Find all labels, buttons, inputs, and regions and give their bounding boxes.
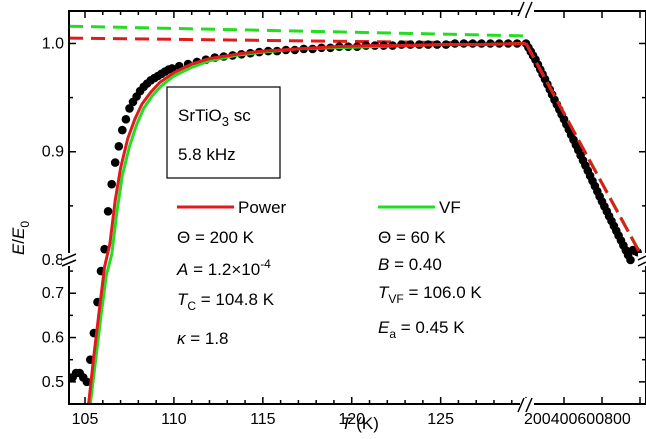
ticks — [69, 11, 646, 404]
x-axis-label: T (K) — [341, 414, 379, 433]
y-tick-label: 0.7 — [42, 285, 64, 302]
vf-fit-line — [88, 42, 527, 404]
vf-B: B = 0.40 — [378, 255, 442, 274]
data-point — [82, 377, 92, 387]
x-tick-label-high: 200400600800 — [524, 411, 631, 428]
data-point — [114, 142, 124, 151]
y-tick-label: 0.8 — [42, 252, 64, 269]
legend-power: Power — [177, 198, 287, 217]
data-point — [107, 179, 116, 189]
y-tick-label: 1.0 — [42, 35, 64, 52]
plot-layer — [69, 24, 642, 404]
vf-Tvf: TVF = 106.0 K — [378, 283, 482, 306]
power-asymptote-line — [69, 36, 527, 45]
y-tick-label: 0.6 — [42, 330, 64, 347]
x-axis-break-bottom — [517, 397, 534, 413]
inset-material: SrTiO3 sc — [178, 106, 251, 129]
tick-labels: 105 110 115 120 125 200400600800 1.0 0.9 0.8 0.7 0… — [42, 35, 631, 428]
data-point — [118, 125, 127, 135]
x-tick-label: 110 — [161, 411, 187, 428]
vf-asymptote-line — [69, 24, 527, 38]
data-point — [167, 64, 177, 73]
data-point — [121, 115, 131, 124]
x-tick-label: 115 — [250, 411, 276, 428]
inset-frequency: 5.8 kHz — [178, 145, 236, 164]
power-kappa: κ = 1.8 — [177, 329, 229, 348]
plot-frame — [68, 10, 646, 405]
vf-Ea: Ea = 0.45 K — [378, 318, 465, 341]
x-axis-break-top — [517, 1, 534, 17]
data-point — [103, 207, 113, 216]
y-axis-label: E/E0 — [9, 221, 32, 255]
y-axis-break-right — [637, 253, 646, 267]
svg-text:T (K): T (K) — [341, 414, 379, 433]
power-fit-line — [87, 42, 527, 404]
data-point — [125, 104, 134, 113]
inset-box — [166, 86, 281, 179]
legend-vf-label: VF — [439, 198, 461, 217]
y-tick-label: 0.5 — [42, 374, 64, 391]
x-tick-label: 125 — [427, 411, 454, 428]
vf-theta: Θ = 60 K — [378, 228, 446, 247]
power-A: A = 1.2×10-4 — [176, 257, 271, 279]
legend-vf: VF — [378, 198, 461, 217]
x-tick-label: 120 — [338, 411, 365, 428]
data-point — [110, 158, 120, 167]
y-tick-label: 0.9 — [42, 144, 64, 161]
power-fit-line-high — [524, 42, 642, 255]
x-tick-label: 105 — [72, 411, 99, 428]
power-Tc: TC = 104.8 K — [177, 290, 275, 313]
legend-power-label: Power — [238, 198, 287, 217]
y-axis-break-left — [61, 253, 77, 267]
power-theta: Θ = 200 K — [177, 228, 255, 247]
data-point — [626, 255, 635, 265]
